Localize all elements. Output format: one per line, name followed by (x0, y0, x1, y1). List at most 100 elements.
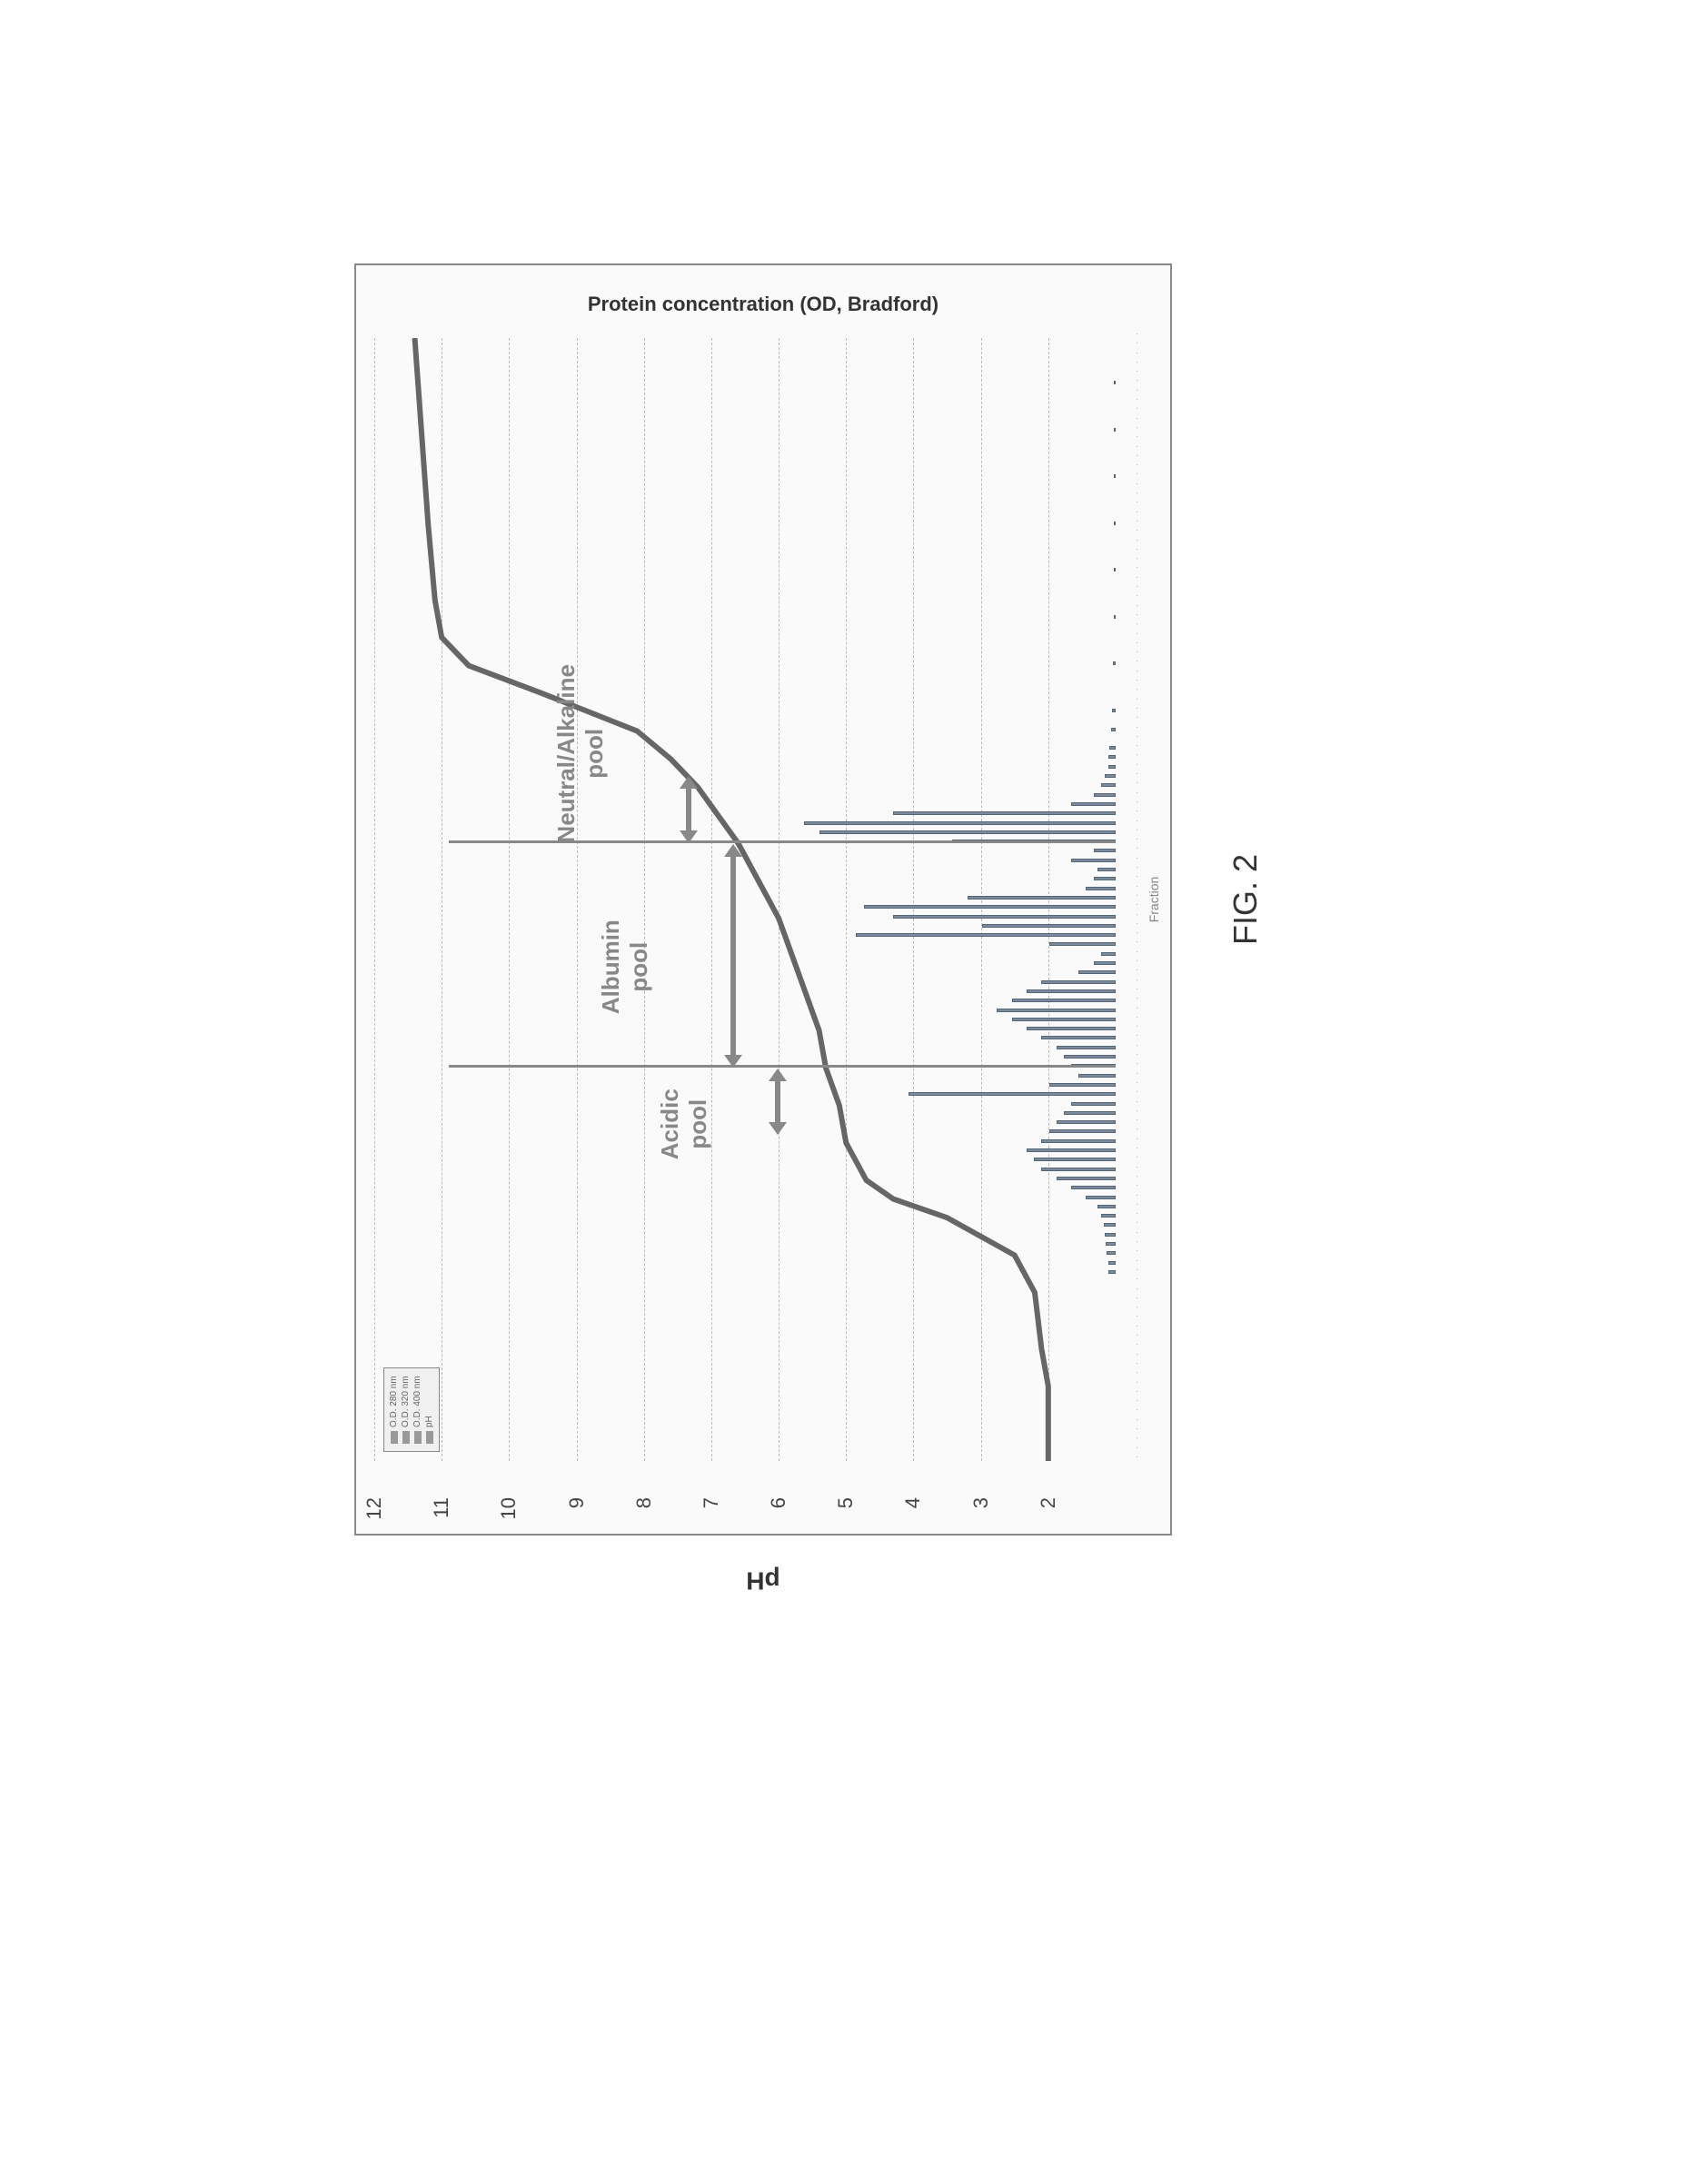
x-tick: · (1133, 799, 1140, 806)
x-tick: · (1133, 1079, 1140, 1087)
x-tick: · (1133, 601, 1140, 609)
pool-annotation: Albuminpool (597, 919, 653, 1014)
range-arrow (775, 1079, 780, 1124)
y-tick-label: 11 (430, 1497, 453, 1518)
x-tick: · (1133, 1154, 1140, 1161)
x-tick: · (1133, 1426, 1140, 1433)
x-tick: · (1133, 958, 1140, 965)
plot-area: 23456789101112 AcidicpoolAlbuminpoolNeut… (374, 338, 1116, 1461)
pool-divider (449, 840, 1116, 843)
x-tick: · (1133, 1088, 1140, 1096)
y-axis-right-label: Protein concentration (OD, Bradford) (588, 293, 938, 316)
x-tick: · (1133, 1304, 1140, 1311)
x-tick: · (1133, 1313, 1140, 1320)
x-tick: · (1133, 1407, 1140, 1414)
y-tick-label: 6 (767, 1497, 790, 1508)
x-tick: · (1133, 1454, 1140, 1461)
x-tick: · (1133, 1117, 1140, 1124)
x-tick: · (1133, 1323, 1140, 1330)
x-tick: · (1133, 929, 1140, 937)
x-tick: · (1133, 592, 1140, 600)
x-tick: · (1133, 751, 1140, 759)
x-tick: · (1133, 1014, 1140, 1021)
x-tick: · (1133, 471, 1140, 478)
x-tick: · (1133, 368, 1140, 375)
x-tick: · (1133, 1182, 1140, 1189)
x-tick: · (1133, 1191, 1140, 1198)
x-tick: · (1133, 396, 1140, 403)
x-tick: · (1133, 986, 1140, 993)
x-tick: · (1133, 442, 1140, 450)
x-tick: · (1133, 1004, 1140, 1011)
x-tick: · (1133, 349, 1140, 356)
x-tick: · (1133, 452, 1140, 460)
x-tick: · (1133, 499, 1140, 506)
x-tick: · (1133, 649, 1140, 656)
x-tick: · (1133, 1136, 1140, 1143)
x-tick: · (1133, 1257, 1140, 1264)
y-tick-label: 4 (901, 1497, 925, 1508)
ph-line (374, 338, 1116, 1461)
x-tick: · (1133, 920, 1140, 928)
x-tick: · (1133, 761, 1140, 769)
x-tick: · (1133, 424, 1140, 432)
x-tick: · (1133, 695, 1140, 702)
x-tick: · (1133, 546, 1140, 553)
x-tick: · (1133, 640, 1140, 647)
x-tick: · (1133, 536, 1140, 543)
chart-container: O.D. 280 nm O.D. 320 nm O.D. 400 nm pH p… (354, 263, 1172, 1536)
y-tick-label: 7 (700, 1497, 723, 1508)
x-tick: · (1133, 873, 1140, 880)
x-tick: · (1133, 808, 1140, 815)
y-axis-left-label: pH (746, 1566, 780, 1595)
x-tick: · (1133, 1444, 1140, 1451)
x-tick: · (1133, 387, 1140, 394)
x-tick: · (1133, 1295, 1140, 1302)
x-tick: · (1133, 1285, 1140, 1292)
x-tick: · (1133, 705, 1140, 712)
x-tick: · (1133, 1201, 1140, 1208)
x-tick: · (1133, 949, 1140, 956)
x-tick: · (1133, 414, 1140, 422)
x-tick: · (1133, 976, 1140, 983)
x-tick: · (1133, 1369, 1140, 1377)
x-tick: · (1133, 1173, 1140, 1180)
x-tick: · (1133, 1229, 1140, 1237)
x-tick: · (1133, 405, 1140, 413)
x-tick: · (1133, 836, 1140, 843)
x-tick: · (1133, 564, 1140, 572)
x-tick: · (1133, 845, 1140, 852)
x-tick: · (1133, 359, 1140, 366)
x-tick: · (1133, 855, 1140, 862)
figure-caption: FIG. 2 (1226, 263, 1265, 1536)
x-tick: · (1133, 1435, 1140, 1442)
x-tick: · (1133, 723, 1140, 731)
x-tick: · (1133, 490, 1140, 497)
x-tick: · (1133, 1388, 1140, 1396)
x-tick: · (1133, 1145, 1140, 1152)
x-tick: · (1133, 733, 1140, 741)
x-tick: · (1133, 686, 1140, 693)
y-tick-label: 12 (362, 1497, 386, 1519)
x-tick: · (1133, 1023, 1140, 1030)
x-tick: · (1133, 1042, 1140, 1049)
x-tick: · (1133, 527, 1140, 534)
x-tick: · (1133, 780, 1140, 787)
x-tick: · (1133, 1360, 1140, 1367)
x-tick: · (1133, 1350, 1140, 1357)
y-tick-label: 8 (632, 1497, 656, 1508)
x-axis-label: Fraction (1147, 877, 1161, 923)
x-tick: · (1133, 892, 1140, 900)
x-tick: · (1133, 1032, 1140, 1039)
x-tick: · (1133, 939, 1140, 946)
x-tick: · (1133, 1219, 1140, 1227)
x-tick: · (1133, 910, 1140, 918)
x-tick: · (1133, 995, 1140, 1002)
x-tick: · (1133, 433, 1140, 441)
x-tick: · (1133, 1332, 1140, 1339)
x-tick: · (1133, 331, 1140, 338)
x-tick: · (1133, 518, 1140, 525)
x-tick: · (1133, 770, 1140, 778)
x-tick: · (1133, 555, 1140, 562)
y-tick-label: 3 (969, 1497, 993, 1508)
